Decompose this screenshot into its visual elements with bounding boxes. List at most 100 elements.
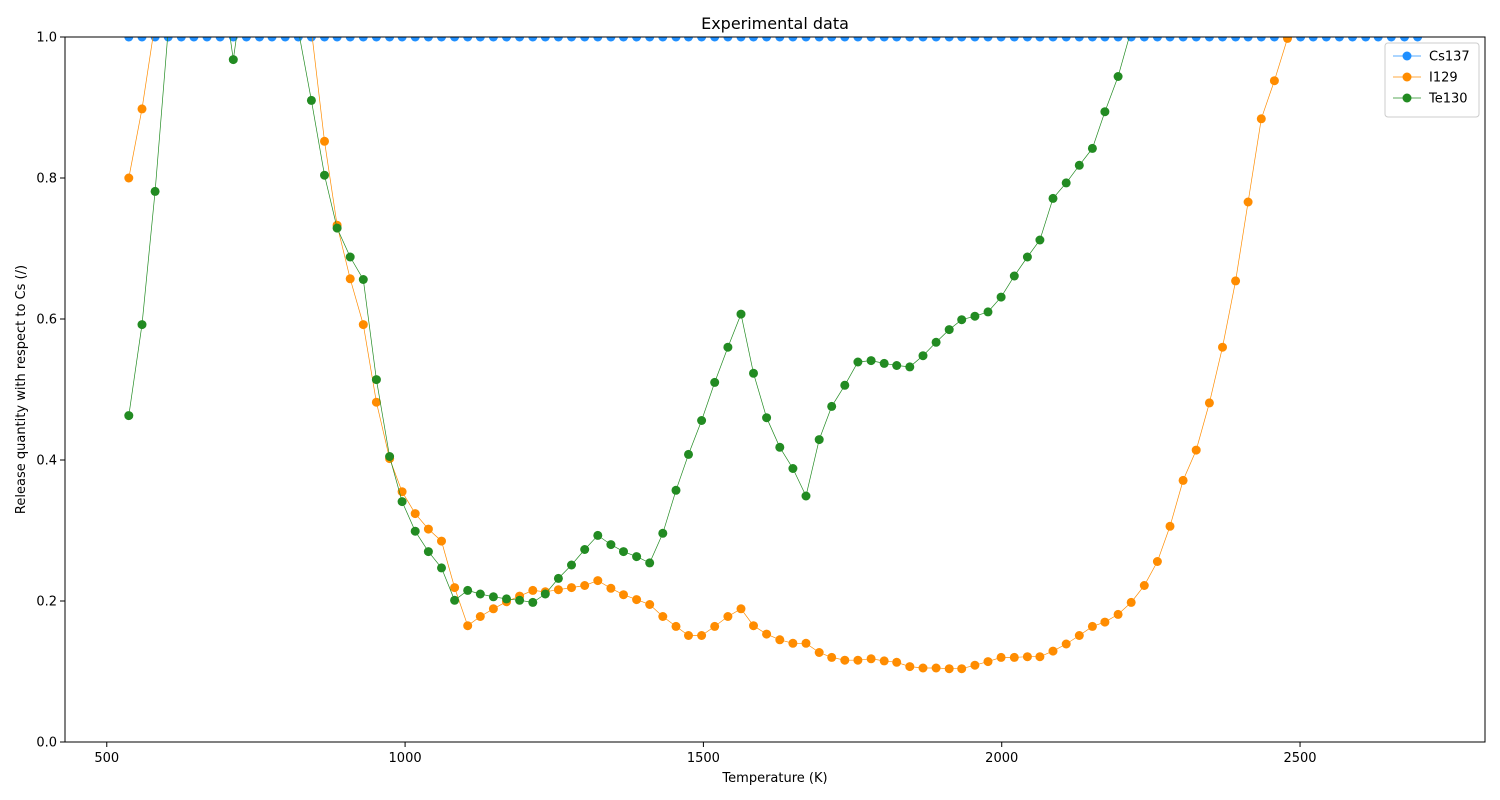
data-point-i129	[645, 600, 655, 609]
data-point-te130	[1113, 72, 1123, 81]
data-point-i129	[1218, 342, 1227, 352]
y-tick-label: 0.0	[36, 736, 57, 751]
data-point-cs137	[215, 37, 225, 42]
data-point-i129	[619, 590, 628, 600]
data-point-te130	[1048, 193, 1058, 203]
data-point-te130	[853, 357, 863, 367]
data-point-cs137	[1308, 37, 1318, 42]
data-point-te130	[775, 442, 785, 452]
data-point-te130	[879, 358, 889, 368]
data-point-te130	[1022, 252, 1032, 262]
data-point-cs137	[1191, 37, 1201, 42]
data-point-te130	[840, 380, 850, 390]
data-point-i129	[762, 629, 772, 639]
data-point-i129	[1139, 581, 1149, 590]
data-point-cs137	[775, 37, 785, 42]
data-point-cs137	[879, 37, 889, 42]
legend-label-i129: I129	[1429, 71, 1458, 86]
data-point-te130	[749, 368, 758, 378]
data-point-cs137	[1321, 37, 1331, 42]
data-point-cs137	[827, 37, 837, 42]
data-point-te130	[788, 464, 798, 473]
data-point-cs137	[1152, 37, 1162, 42]
data-point-te130	[150, 186, 160, 196]
y-tick-label: 0.2	[36, 595, 57, 610]
data-point-i129	[475, 612, 485, 621]
data-point-cs137	[437, 37, 446, 42]
data-point-i129	[658, 612, 668, 621]
data-point-cs137	[697, 37, 707, 42]
data-point-i129	[983, 657, 993, 667]
data-point-te130	[944, 325, 954, 335]
data-point-cs137	[163, 37, 173, 42]
data-point-cs137	[1165, 37, 1175, 42]
data-point-i129	[801, 638, 811, 648]
data-point-i129	[371, 397, 381, 407]
data-point-i129	[996, 652, 1006, 662]
data-point-te130	[306, 95, 316, 105]
data-point-cs137	[475, 37, 485, 42]
data-point-i129	[866, 654, 876, 664]
data-point-cs137	[1100, 37, 1110, 42]
data-point-te130	[684, 449, 693, 459]
data-point-i129	[1178, 475, 1188, 485]
data-point-cs137	[241, 37, 251, 42]
data-point-i129	[710, 621, 720, 631]
data-point-te130	[371, 375, 381, 385]
data-point-cs137	[1087, 37, 1097, 42]
data-point-i129	[1256, 114, 1266, 124]
data-point-cs137	[983, 37, 993, 42]
data-point-i129	[723, 612, 733, 621]
data-point-cs137	[1035, 37, 1045, 42]
data-point-cs137	[1113, 37, 1123, 42]
data-point-i129	[944, 664, 954, 674]
data-point-cs137	[814, 37, 824, 42]
data-point-te130	[606, 540, 616, 550]
data-point-cs137	[137, 37, 147, 42]
data-point-te130	[658, 528, 668, 538]
data-point-i129	[1048, 646, 1058, 656]
data-point-i129	[1231, 276, 1241, 286]
data-point-te130	[697, 416, 707, 425]
data-point-te130	[645, 558, 655, 568]
data-point-cs137	[189, 37, 199, 42]
data-point-cs137	[1361, 37, 1371, 42]
y-axis-title: Release quantity with respect to Cs (/)	[14, 265, 29, 514]
data-point-i129	[1087, 621, 1097, 631]
data-point-te130	[463, 585, 473, 595]
data-point-i129	[450, 583, 460, 593]
data-point-te130	[957, 315, 967, 325]
data-point-i129	[1009, 652, 1019, 662]
data-point-cs137	[332, 37, 342, 42]
data-point-cs137	[1386, 37, 1396, 42]
y-tick-label: 1.0	[36, 31, 57, 46]
data-point-i129	[632, 595, 642, 605]
data-point-i129	[671, 621, 681, 631]
legend-item-i129: I129	[1393, 71, 1458, 86]
data-point-i129	[892, 657, 902, 667]
data-point-te130	[502, 594, 511, 604]
x-tick-label: 500	[94, 751, 119, 766]
data-point-cs137	[1296, 37, 1306, 42]
data-point-te130	[567, 560, 576, 570]
data-point-cs137	[463, 37, 473, 42]
data-point-cs137	[1061, 37, 1071, 42]
data-point-te130	[996, 292, 1006, 302]
data-point-te130	[970, 311, 980, 321]
data-point-i129	[970, 660, 980, 670]
data-point-cs137	[840, 37, 850, 42]
legend-item-te130: Te130	[1393, 92, 1468, 107]
data-point-i129	[775, 635, 785, 645]
data-point-i129	[397, 487, 407, 497]
data-point-cs137	[671, 37, 681, 42]
legend-marker-i129	[1402, 72, 1412, 82]
data-point-cs137	[1139, 37, 1149, 42]
data-point-i129	[488, 604, 498, 614]
data-point-te130	[1035, 235, 1045, 245]
data-point-cs137	[228, 37, 238, 42]
data-point-cs137	[1348, 37, 1357, 42]
data-point-cs137	[957, 37, 967, 42]
data-point-cs137	[553, 37, 563, 42]
data-point-cs137	[762, 37, 772, 42]
